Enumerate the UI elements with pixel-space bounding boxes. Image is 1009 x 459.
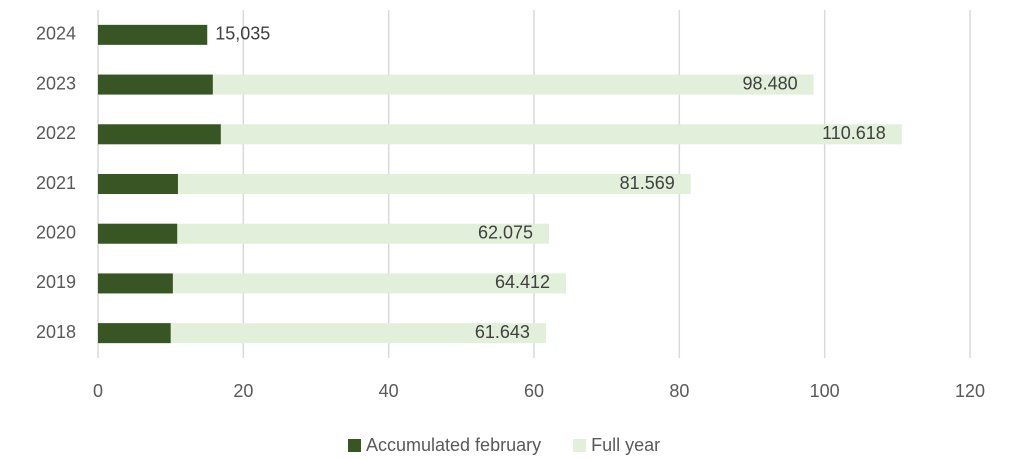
x-tick-label: 0 bbox=[93, 381, 103, 401]
bar bbox=[98, 223, 178, 244]
y-tick-label: 2024 bbox=[36, 24, 76, 44]
bar bbox=[98, 124, 902, 145]
bar bbox=[98, 174, 691, 194]
bar bbox=[98, 273, 173, 294]
legend-label: Full year bbox=[591, 435, 660, 455]
bar bbox=[98, 323, 171, 344]
y-tick-label: 2023 bbox=[36, 73, 76, 93]
x-tick-label: 60 bbox=[524, 381, 544, 401]
y-tick-label: 2019 bbox=[36, 272, 76, 292]
value-label: 15,035 bbox=[215, 24, 270, 44]
x-tick-label: 120 bbox=[955, 381, 985, 401]
y-tick-label: 2020 bbox=[36, 222, 76, 242]
legend-swatch bbox=[348, 439, 361, 452]
bar bbox=[98, 223, 550, 244]
y-tick-label: 2022 bbox=[36, 123, 76, 143]
bar bbox=[98, 74, 213, 95]
bar bbox=[98, 124, 221, 145]
legend-label: Accumulated february bbox=[366, 435, 541, 455]
value-label: 110.618 bbox=[822, 123, 886, 143]
bar bbox=[98, 24, 208, 45]
y-tick-label: 2018 bbox=[36, 322, 76, 342]
y-tick-label: 2021 bbox=[36, 173, 76, 193]
x-tick-label: 40 bbox=[379, 381, 399, 401]
bar bbox=[98, 174, 178, 194]
x-tick-label: 20 bbox=[233, 381, 253, 401]
legend-swatch bbox=[573, 439, 587, 452]
value-label: 64.412 bbox=[495, 272, 550, 292]
value-label: 61.643 bbox=[475, 322, 530, 342]
value-label: 62.075 bbox=[478, 222, 533, 242]
value-label: 81.569 bbox=[620, 173, 675, 193]
bar bbox=[98, 74, 814, 95]
x-tick-label: 100 bbox=[810, 381, 840, 401]
x-tick-label: 80 bbox=[669, 381, 689, 401]
bar bbox=[98, 323, 546, 344]
value-label: 98.480 bbox=[743, 73, 798, 93]
bar bbox=[98, 273, 567, 294]
